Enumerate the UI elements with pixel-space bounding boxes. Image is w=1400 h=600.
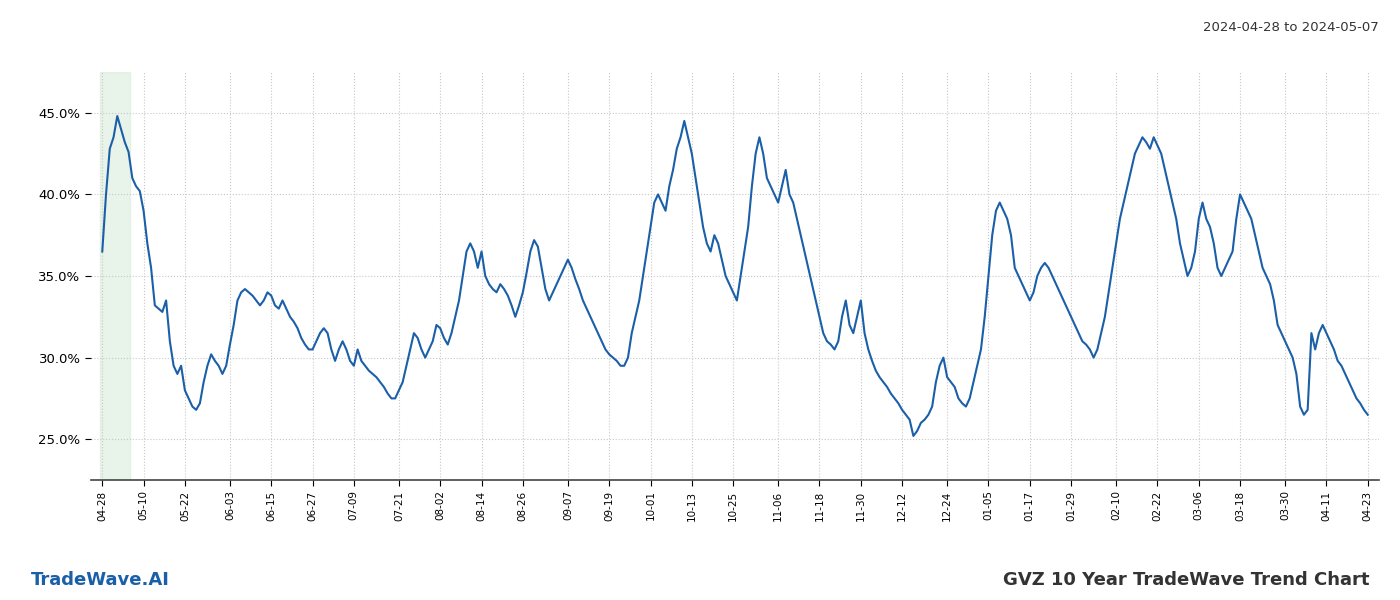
Text: TradeWave.AI: TradeWave.AI <box>31 571 169 589</box>
Bar <box>101 72 130 480</box>
Text: GVZ 10 Year TradeWave Trend Chart: GVZ 10 Year TradeWave Trend Chart <box>1002 571 1369 589</box>
Text: 2024-04-28 to 2024-05-07: 2024-04-28 to 2024-05-07 <box>1203 21 1379 34</box>
